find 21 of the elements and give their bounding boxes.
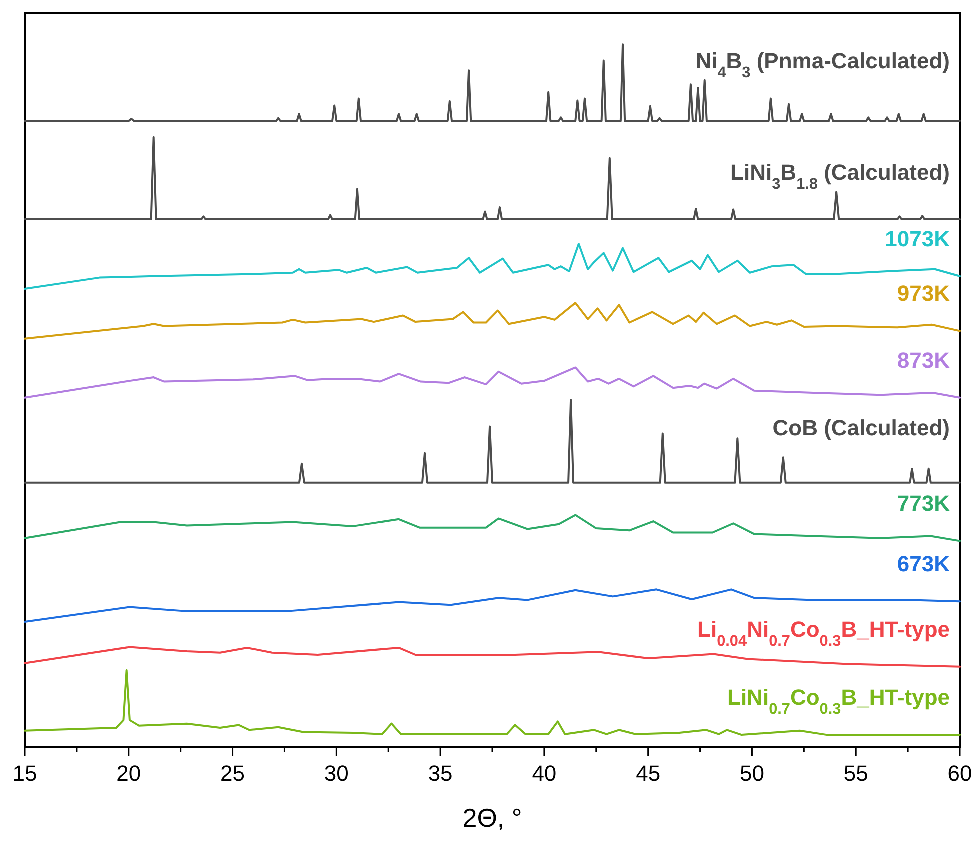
x-tick-label: 35 (428, 761, 453, 786)
x-tick-label: 40 (532, 761, 557, 786)
series-label: LiNi$_{0.7}$Co$_{0.3}$B_HT-type (728, 685, 950, 718)
series-label: 773K (897, 491, 950, 516)
series-label: 973K (897, 281, 950, 306)
x-tick-label: 20 (116, 761, 142, 786)
series-label: Ni$_{4}$B$_{3}$ (Pnma-Calculated) (696, 48, 950, 81)
x-tick-label: 55 (844, 761, 868, 786)
x-tick-label: 60 (948, 761, 972, 786)
x-tick-label: 50 (740, 761, 764, 786)
x-axis-title: 2Θ, ° (462, 803, 522, 833)
series-label: 673K (897, 552, 950, 577)
x-tick-label: 30 (324, 761, 349, 786)
series-label: 873K (897, 348, 950, 373)
series-label: Li$_{0.04}$Ni$_{0.7}$Co$_{0.3}$B_HT-type (698, 616, 950, 650)
series-label: LiNi$_{3}$B$_{1.8}$ (Calculated) (730, 160, 950, 193)
x-tick-label: 15 (12, 761, 38, 786)
series-label: CoB (Calculated) (772, 416, 950, 441)
x-tick-label: 25 (220, 761, 246, 786)
x-tick-label: 45 (636, 761, 661, 786)
series-label: 1073K (885, 226, 950, 252)
